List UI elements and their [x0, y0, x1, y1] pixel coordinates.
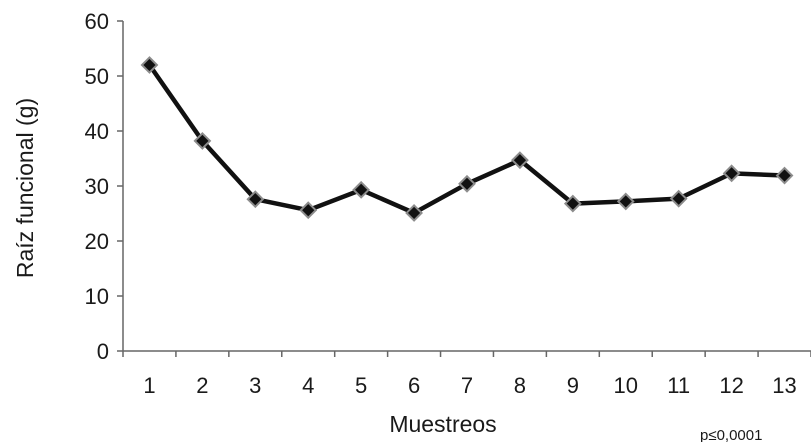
y-tick-label-0: 0: [97, 339, 109, 364]
data-point-5: [352, 180, 371, 199]
data-point-3: [246, 190, 265, 209]
x-tick-label-8: 8: [514, 373, 526, 398]
data-point-10: [616, 192, 635, 211]
x-tick-label-9: 9: [567, 373, 579, 398]
y-tick-label-50: 50: [85, 64, 109, 89]
y-axis-title: Raíz funcional (g): [12, 98, 38, 278]
data-point-11: [669, 189, 688, 208]
x-tick-label-10: 10: [614, 373, 638, 398]
data-point-12: [722, 164, 741, 183]
x-tick-label-6: 6: [408, 373, 420, 398]
y-tick-label-10: 10: [85, 284, 109, 309]
x-tick-label-12: 12: [719, 373, 743, 398]
data-point-9: [563, 194, 582, 213]
y-tick-label-60: 60: [85, 9, 109, 34]
series-layer: [140, 56, 794, 222]
data-point-7: [458, 174, 476, 193]
data-point-1: [140, 56, 159, 74]
y-tick-label-20: 20: [85, 229, 109, 254]
x-tick-label-2: 2: [196, 373, 208, 398]
x-tick-label-13: 13: [772, 373, 796, 398]
x-tick-label-5: 5: [355, 373, 367, 398]
y-tick-label-30: 30: [85, 174, 109, 199]
data-point-6: [405, 204, 423, 222]
x-axis-ticks: 1 2 3 4 5 6 7 8 9 10 11 12 13: [122, 351, 811, 398]
x-tick-label-3: 3: [249, 373, 261, 398]
x-tick-label-1: 1: [143, 373, 155, 398]
x-tick-label-11: 11: [667, 373, 690, 398]
data-point-4: [299, 201, 318, 220]
x-tick-label-7: 7: [461, 373, 473, 398]
data-point-8: [511, 151, 529, 170]
p-value-annotation: p≤0,0001: [700, 427, 762, 442]
data-point-2: [193, 131, 212, 150]
x-tick-label-4: 4: [302, 373, 314, 398]
y-tick-label-40: 40: [85, 119, 109, 144]
y-axis-ticks: 0 10 20 30 40 50 60: [85, 9, 123, 364]
x-axis-title: Muestreos: [389, 411, 496, 437]
data-point-13: [775, 166, 794, 185]
